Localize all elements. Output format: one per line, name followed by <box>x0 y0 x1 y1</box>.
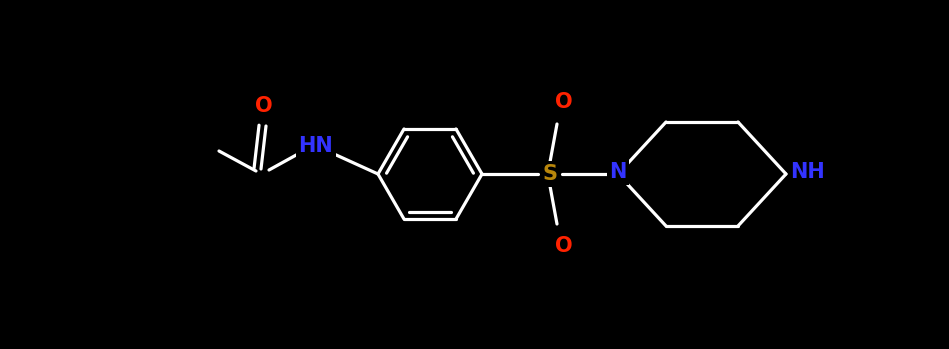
Text: O: O <box>555 236 573 256</box>
Text: O: O <box>555 92 573 112</box>
Text: NH: NH <box>791 162 826 182</box>
Text: O: O <box>255 96 272 116</box>
Text: S: S <box>543 164 557 184</box>
Text: HN: HN <box>299 136 333 156</box>
Text: N: N <box>609 162 626 182</box>
